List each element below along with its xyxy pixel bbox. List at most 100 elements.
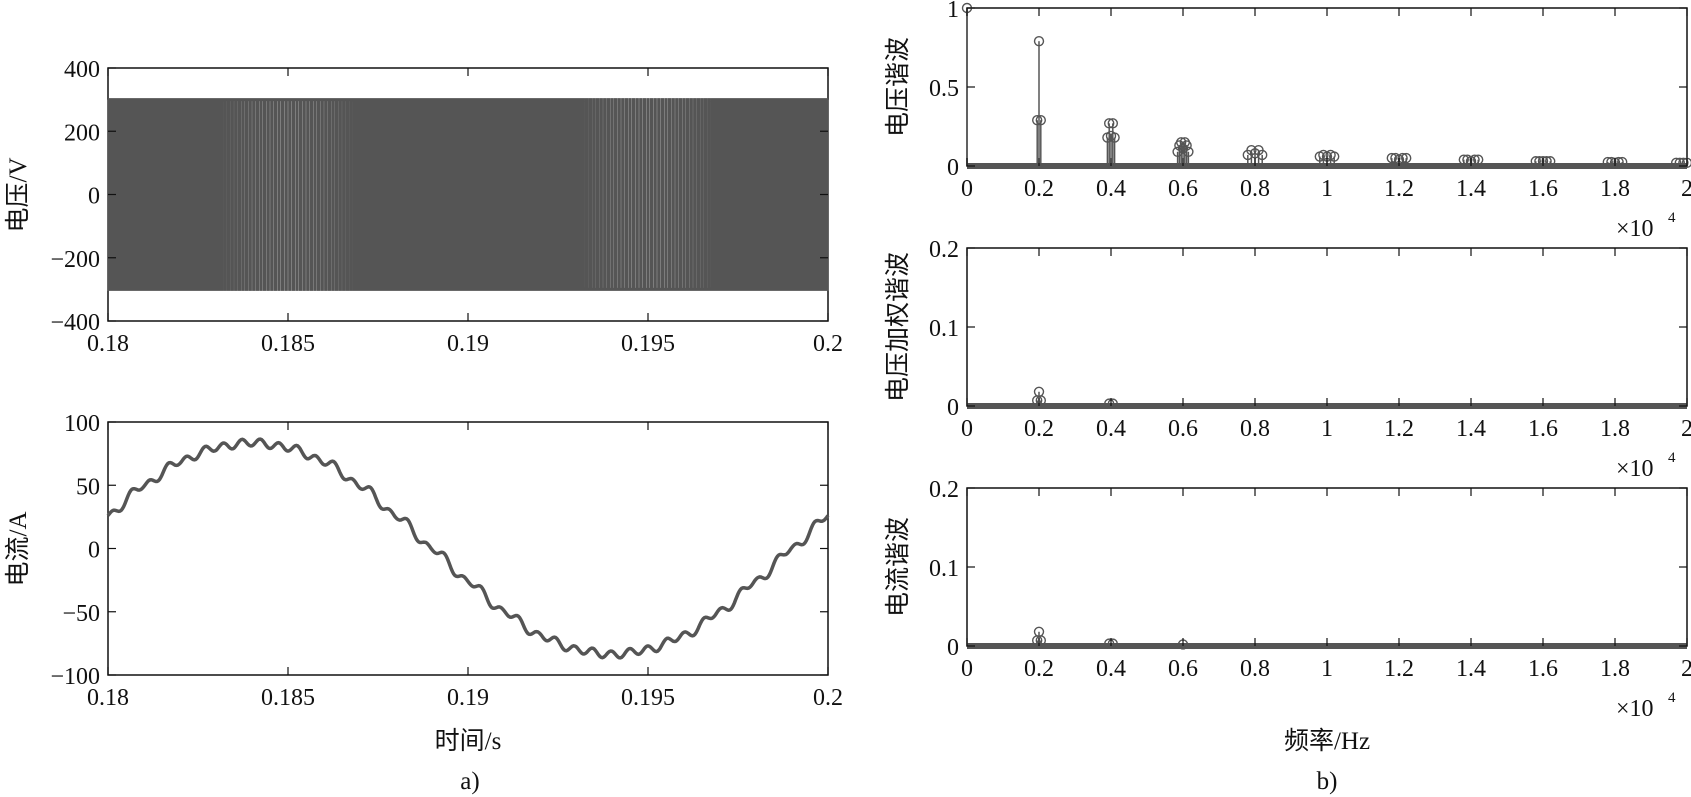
weighted-harmonics-ticks: 0.2 0.1 00 0.2 0.4 0.6 0.8 1 1.2 1.4 1.6 1.8 2: [929, 237, 1691, 442]
stem-marker: [1031, 114, 1043, 126]
y-tick-label: 0: [947, 635, 959, 661]
stem-marker: [1328, 151, 1340, 162]
stem-marker: [1035, 395, 1047, 406]
x-tick-label: 0.4: [1096, 656, 1126, 682]
x-tick-label: 2: [1681, 416, 1691, 442]
caption-a: a): [460, 768, 479, 795]
stem-marker: [1256, 149, 1268, 161]
stem-marker: [1172, 146, 1183, 157]
x-tick-label: 0.8: [1240, 176, 1270, 202]
x-tick-label: 0.18: [87, 331, 129, 357]
x-tick-label: 0.19: [447, 331, 489, 357]
voltage-harmonics-chart: 1 0.5 00 0.2 0.4 0.6 0.8 1 1.2 1.4 1.6 1.8 2 电压谐波 ×1…: [884, 0, 1691, 242]
x-tick-label: 0.4: [1096, 416, 1126, 442]
stem-marker: [1181, 140, 1192, 151]
stem-marker: [1035, 114, 1047, 126]
x-tick-label: 0.6: [1168, 656, 1198, 682]
x-tick-label: 0.195: [621, 685, 675, 711]
current-harmonics-ticks: 0.2 0.1 00 0.2 0.4 0.6 0.8 1 1.2 1.4 1.6 1.8 2: [929, 477, 1691, 682]
x-tick-label: 1.8: [1600, 656, 1630, 682]
current-harmonics-chart: 0.20.100 0.2 0.4 0.6 0.8 1 1.2 1.4 1.6 1.8 2 电流谐波 …: [884, 477, 1691, 722]
stem-marker: [1103, 398, 1115, 409]
voltage-line: [107, 98, 829, 291]
voltage-harmonics-exponent-power: 4: [1668, 210, 1676, 226]
voltage-harmonics-y-label: 电压谐波: [884, 37, 912, 137]
stem-marker: [1175, 137, 1187, 148]
stem-marker: [1107, 398, 1119, 409]
current-harmonics-plot-frame: [966, 487, 1688, 647]
stem-marker: [1530, 156, 1542, 167]
x-tick-label: 1.2: [1384, 176, 1414, 202]
stem-marker: [1678, 157, 1689, 169]
stem-marker: [1386, 152, 1398, 164]
y-tick-label: 0.1: [929, 316, 959, 342]
stem-marker: [1183, 146, 1194, 157]
x-tick-label: 1.6: [1528, 656, 1558, 682]
voltage-harmonics-series: [961, 2, 1691, 169]
x-tick-label: 0: [961, 176, 973, 202]
x-tick-label: 0.195: [621, 331, 675, 357]
x-tick-label: 0.18: [87, 685, 129, 711]
stem-marker: [1541, 156, 1552, 167]
x-tick-label: 1: [1321, 176, 1333, 202]
stem-marker: [1103, 118, 1115, 129]
x-tick-label: 1.4: [1456, 416, 1486, 442]
stem-marker: [1035, 635, 1047, 646]
y-tick-label: 0: [88, 538, 100, 564]
y-tick-label: 0.2: [929, 477, 959, 503]
current-plot-frame: [107, 421, 829, 676]
stem-marker: [1616, 156, 1628, 168]
x-tick-label: 0: [961, 416, 973, 442]
x-tick-label: 2: [1681, 656, 1691, 682]
x-tick-label: 0.185: [261, 685, 315, 711]
x-tick-label: 0.2: [813, 331, 843, 357]
current-harmonics-exponent: ×10: [1616, 696, 1654, 722]
x-tick-label: 0.4: [1096, 176, 1126, 202]
y-tick-label: −200: [50, 247, 100, 273]
x-tick-label: 1.2: [1384, 656, 1414, 682]
weighted-harmonics-plot-frame: [966, 247, 1688, 407]
stem-marker: [1246, 144, 1257, 156]
stem-marker: [1249, 148, 1261, 159]
stem-marker: [1674, 157, 1686, 169]
y-tick-label: 400: [64, 57, 100, 83]
weighted-harmonics-y-label: 电压加权谐波: [884, 252, 912, 402]
stem-marker: [1033, 35, 1045, 47]
x-tick-label: 0.6: [1168, 416, 1198, 442]
current-harmonics-y-label: 电流谐波: [884, 517, 912, 617]
current-series: [106, 437, 830, 660]
stem-marker: [1472, 154, 1484, 165]
y-tick-label: 0: [947, 155, 959, 181]
y-tick-label: 0.5: [929, 76, 959, 102]
stem-marker: [1107, 638, 1119, 649]
y-tick-label: −400: [50, 310, 100, 336]
stem-marker: [1458, 154, 1470, 165]
stem-marker: [1107, 118, 1119, 129]
stem-marker: [1109, 132, 1120, 143]
weighted-harmonics-exponent: ×10: [1616, 456, 1654, 482]
stem-marker: [1534, 156, 1545, 167]
y-tick-label: −50: [62, 601, 100, 627]
weighted-harmonics-chart: 0.2 0.1 00 0.2 0.4 0.6 0.8 1 1.2 1.4 1.6 1.8 2 电压加权谐…: [884, 237, 1691, 482]
y-tick-label: 1: [947, 0, 959, 23]
x-tick-label: 0.19: [447, 685, 489, 711]
stem-marker: [1469, 154, 1480, 165]
voltage-harmonics-plot-frame: [966, 7, 1688, 167]
current-line: [106, 437, 830, 660]
x-tick-label: 0.2: [813, 685, 843, 711]
voltage-harmonics-ticks: 1 0.5 00 0.2 0.4 0.6 0.8 1 1.2 1.4 1.6 1.8 2: [929, 0, 1691, 202]
x-tick-label: 1: [1321, 656, 1333, 682]
y-tick-label: 100: [64, 411, 100, 437]
x-tick-label: 0.6: [1168, 176, 1198, 202]
y-tick-label: 0: [88, 184, 100, 210]
x-tick-label: 1.6: [1528, 416, 1558, 442]
x-tick-label: 1.4: [1456, 176, 1486, 202]
stem-marker: [1613, 156, 1624, 168]
x-tick-label: 2: [1681, 176, 1691, 202]
x-tick-label: 0.2: [1024, 416, 1054, 442]
x-tick-label: 1: [1321, 416, 1333, 442]
stem-marker: [1602, 156, 1614, 168]
current-harmonics-exponent-power: 4: [1668, 690, 1676, 706]
